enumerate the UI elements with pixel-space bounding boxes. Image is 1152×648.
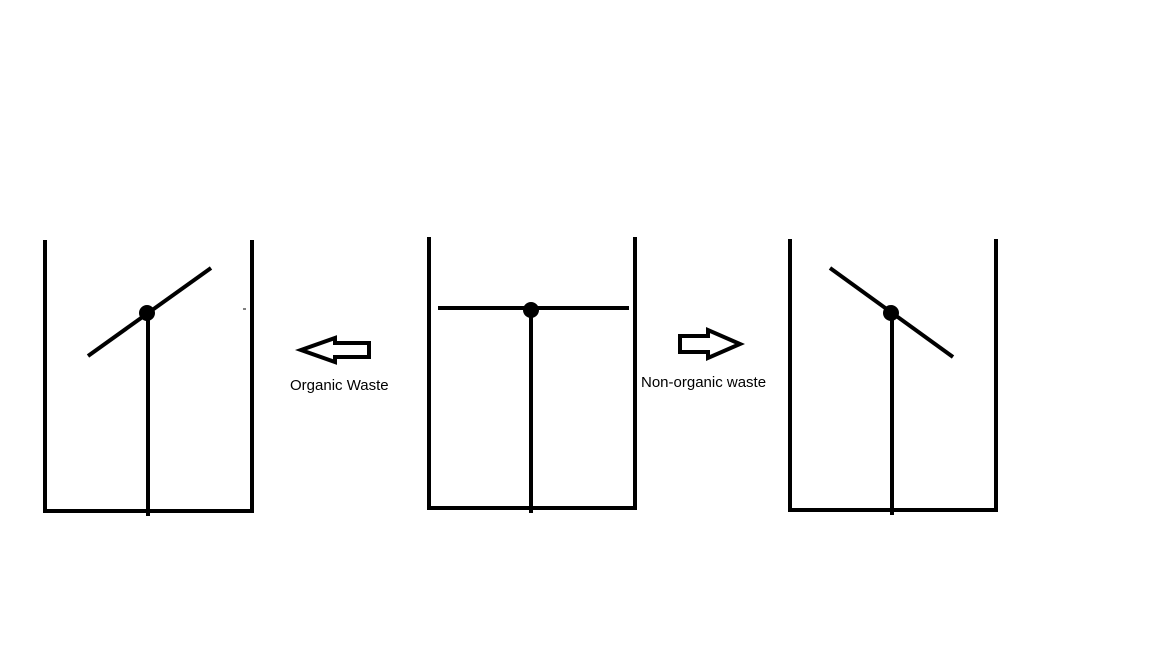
arrow-right-icon [678, 326, 745, 362]
non-organic-waste-label: Non-organic waste [641, 374, 767, 391]
center-bin [427, 237, 637, 513]
arrow-left-icon [294, 335, 371, 365]
right-bin [788, 239, 998, 515]
center-bin-pivot [523, 302, 539, 318]
organic-waste-label: Organic Waste [290, 377, 389, 394]
left-bin-pivot [139, 305, 155, 321]
right-bin-pivot [883, 305, 899, 321]
left-bin [43, 240, 254, 516]
